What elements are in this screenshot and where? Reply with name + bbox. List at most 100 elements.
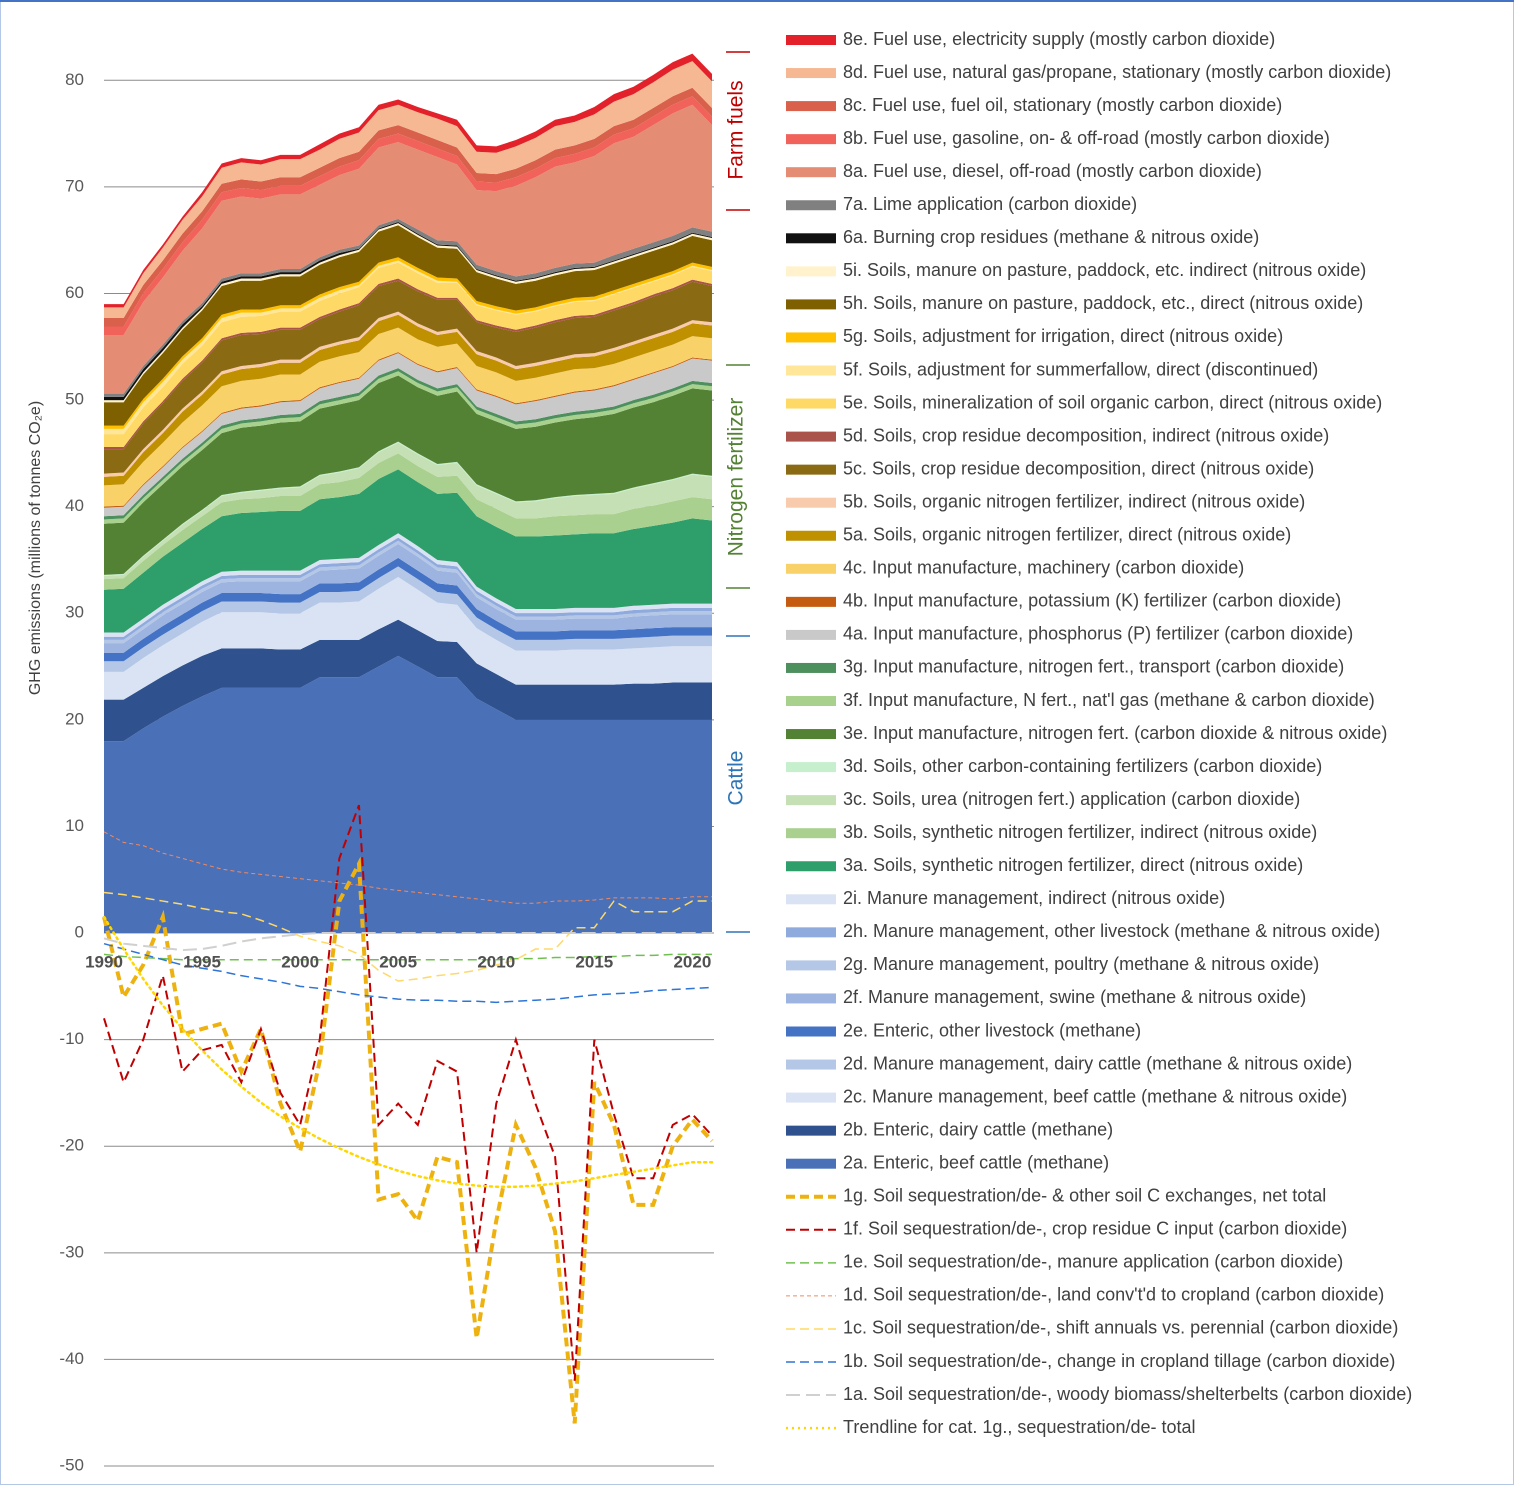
lines: [102, 804, 714, 1424]
legend-swatch: [786, 299, 836, 310]
line-series: [103, 891, 712, 982]
stacked-area: [104, 655, 712, 934]
group-label: Farm fuels: [725, 80, 748, 179]
legend-label: 1g. Soil sequestration/de- & other soil …: [843, 1186, 1326, 1206]
legend-label: 2g. Manure management, poultry (methane …: [843, 954, 1319, 974]
y-tick-label: 0: [75, 923, 84, 942]
legend: 8e. Fuel use, electricity supply (mostly…: [786, 29, 1412, 1437]
legend-swatch: [786, 696, 836, 706]
legend-label: 2d. Manure management, dairy cattle (met…: [843, 1053, 1352, 1073]
legend-label: 1a. Soil sequestration/de-, woody biomas…: [843, 1384, 1412, 1404]
legend-swatch: [786, 563, 836, 574]
stacked-area: [104, 557, 712, 662]
stacked-area: [104, 442, 712, 580]
legend-label: 2f. Manure management, swine (methane & …: [843, 987, 1306, 1007]
stacked-area: [104, 537, 712, 640]
legend-label: 4a. Input manufacture, phosphorus (P) fe…: [843, 624, 1353, 644]
legend-label: 5a. Soils, organic nitrogen fertilizer, …: [843, 525, 1291, 545]
stacked-area: [104, 87, 712, 327]
x-tick-label: 2000: [281, 953, 319, 972]
y-tick-label: -20: [59, 1136, 84, 1155]
line-series: [103, 831, 712, 904]
legend-swatch: [786, 431, 836, 442]
legend-swatch: [786, 960, 836, 971]
x-tick-label: 1995: [183, 953, 221, 972]
line-series: [103, 804, 713, 1381]
legend-label: 5e. Soils, mineralization of soil organi…: [843, 392, 1382, 412]
stacked-area: [104, 280, 712, 474]
legend-swatch: [786, 762, 836, 773]
legend-swatch: [786, 101, 836, 112]
stacked-area: [104, 619, 712, 742]
stacked-area: [104, 540, 712, 644]
legend-swatch: [786, 497, 836, 508]
legend-label: 5i. Soils, manure on pasture, paddock, e…: [843, 260, 1366, 280]
legend-swatch: [786, 35, 836, 45]
stacked-area: [104, 278, 712, 450]
legend-label: 2a. Enteric, beef cattle (methane): [843, 1152, 1109, 1172]
stacked-area: [104, 225, 712, 426]
legend-label: 3c. Soils, urea (nitrogen fert.) applica…: [843, 789, 1300, 809]
stacked-area: [104, 469, 712, 633]
y-tick-label: 40: [65, 496, 84, 515]
stacked-area: [104, 96, 712, 336]
legend-label: 1c. Soil sequestration/de-, shift annual…: [843, 1318, 1398, 1338]
x-tick-label: 2020: [673, 953, 711, 972]
legend-swatch: [786, 1026, 836, 1037]
legend-swatch: [786, 167, 836, 178]
stacked-area: [104, 104, 712, 394]
legend-swatch: [786, 861, 836, 872]
stacked-area: [104, 566, 712, 672]
legend-swatch: [786, 1092, 836, 1103]
y-tick-label: -40: [59, 1349, 84, 1368]
legend-swatch: [786, 629, 836, 640]
legend-swatch: [786, 266, 836, 277]
legend-label: 5h. Soils, manure on pasture, paddock, e…: [843, 293, 1363, 313]
legend-label: 1d. Soil sequestration/de-, land conv't'…: [843, 1285, 1384, 1305]
legend-label: 5d. Soils, crop residue decomposition, i…: [843, 425, 1329, 445]
legend-swatch: [786, 200, 836, 211]
y-tick-label: 10: [65, 816, 84, 835]
stacked-area: [104, 375, 712, 575]
areas: [104, 53, 712, 934]
legend-swatch: [786, 332, 836, 343]
legend-label: 6a. Burning crop residues (methane & nit…: [843, 227, 1259, 247]
legend-swatch: [786, 68, 836, 79]
legend-label: 2c. Manure management, beef cattle (meth…: [843, 1086, 1347, 1106]
y-tick-label: 60: [65, 283, 84, 302]
legend-label: 8a. Fuel use, diesel, off-road (mostly c…: [843, 161, 1262, 181]
legend-label: 1f. Soil sequestration/de-, crop residue…: [843, 1219, 1347, 1239]
legend-swatch: [786, 1059, 836, 1070]
legend-swatch: [786, 596, 836, 607]
legend-label: 4c. Input manufacture, machinery (carbon…: [843, 558, 1244, 578]
stacked-area: [104, 53, 712, 308]
legend-swatch: [786, 1125, 836, 1136]
axes: -50 -40 -30 -20 -10 0 10 20 30 40 50 60 70 80 1990 1995…: [59, 70, 711, 1475]
y-axis-label: GHG emissions (millions of tonnes CO₂e): [27, 401, 44, 695]
legend-label: 2b. Enteric, dairy cattle (methane): [843, 1119, 1113, 1139]
legend-label: 8e. Fuel use, electricity supply (mostly…: [843, 29, 1275, 49]
legend-label: Trendline for cat. 1g., sequestration/de…: [843, 1417, 1196, 1437]
stacked-area: [104, 533, 712, 637]
legend-label: 5c. Soils, crop residue decomposition, d…: [843, 458, 1314, 478]
legend-swatch: [786, 398, 836, 409]
x-tick-label: 2015: [575, 953, 613, 972]
legend-swatch: [786, 795, 836, 806]
group-label: Cattle: [725, 751, 748, 806]
legend-label: 3a. Soils, synthetic nitrogen fertilizer…: [843, 855, 1303, 875]
x-tick-label: 2005: [379, 953, 417, 972]
legend-label: 4b. Input manufacture, potassium (K) fer…: [843, 591, 1341, 611]
legend-label: 8b. Fuel use, gasoline, on- & off-road (…: [843, 128, 1330, 148]
y-tick-label: 50: [65, 390, 84, 409]
line-series: [102, 856, 714, 1424]
y-tick-label: -50: [59, 1455, 84, 1474]
legend-label: 1e. Soil sequestration/de-, manure appli…: [843, 1252, 1343, 1272]
line-series: [103, 942, 713, 1004]
legend-swatch: [786, 464, 836, 475]
legend-label: 5b. Soils, organic nitrogen fertilizer, …: [843, 491, 1305, 511]
legend-swatch: [786, 134, 836, 145]
legend-swatch: [786, 927, 836, 938]
legend-label: 7a. Lime application (carbon dioxide): [843, 194, 1137, 214]
legend-swatch: [786, 365, 836, 376]
